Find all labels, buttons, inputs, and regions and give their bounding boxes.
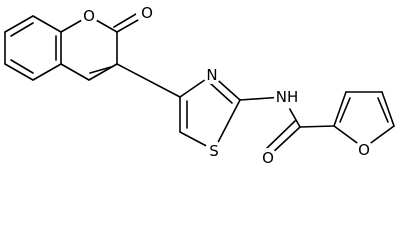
atom-label: O [83, 7, 95, 25]
page: O O N S NH O O (() => { const data = JSO… [4, 4, 395, 167]
molecule-diagram: O O N S NH O O [4, 4, 395, 167]
atom-label: S [209, 142, 219, 160]
atom-label: N [206, 66, 217, 84]
atom-label: O [358, 141, 370, 159]
atom-labels: O O N S NH O O [80, 4, 373, 167]
atom-label: O [262, 149, 274, 167]
bonds [4, 10, 395, 156]
atom-label: NH [276, 88, 299, 106]
atom-label: O [141, 4, 153, 22]
